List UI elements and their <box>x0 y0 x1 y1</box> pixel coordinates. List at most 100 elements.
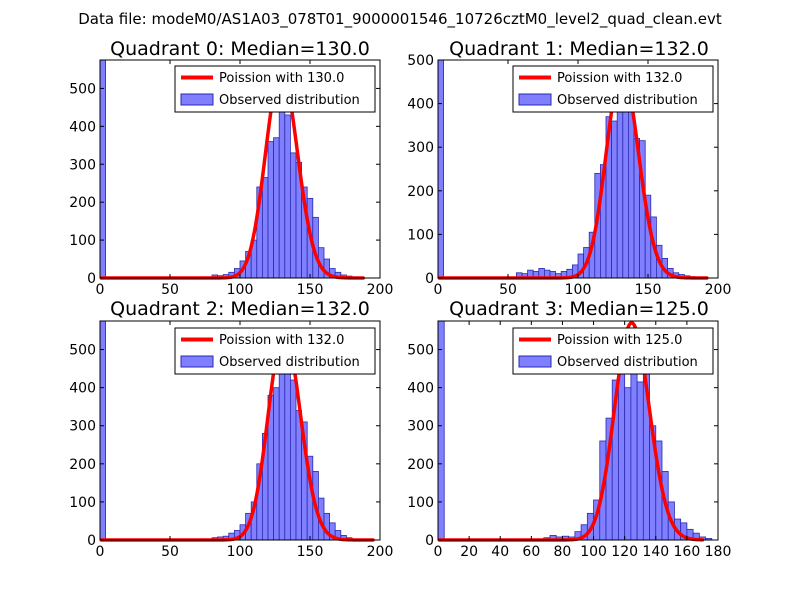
y-tick-label: 300 <box>407 419 434 435</box>
histogram-bar <box>437 59 444 279</box>
y-tick-label: 100 <box>69 495 96 511</box>
histogram-bar <box>636 381 644 541</box>
x-tick-label: 160 <box>674 544 701 560</box>
histogram-bar <box>278 356 286 541</box>
histogram-bar <box>273 137 280 279</box>
y-axis-ticks: 0 100 200 300 400 500 <box>69 343 380 549</box>
subplot-quadrant-0: Quadrant 0: Median=130.0 0 50 100 150 200 0 1… <box>69 38 393 298</box>
y-tick-label: 200 <box>407 184 434 200</box>
histogram-bar <box>99 320 106 541</box>
histogram-bars <box>99 59 358 279</box>
histogram-bar <box>278 95 286 279</box>
subplot-title: Quadrant 0: Median=130.0 <box>110 38 370 60</box>
y-tick-label: 0 <box>425 533 434 549</box>
histogram-bar <box>295 410 302 541</box>
histogram-bar <box>630 360 638 541</box>
x-tick-label: 100 <box>565 282 592 298</box>
x-axis-ticks: 0 20 40 60 80 100 120 140 160 180 <box>434 321 732 560</box>
subplot-quadrant-3: Quadrant 3: Median=125.0 0 20 40 60 80 100 120… <box>407 298 731 560</box>
y-tick-label: 0 <box>425 271 434 287</box>
legend-observed-label: Observed distribution <box>557 355 698 370</box>
x-tick-label: 100 <box>227 544 254 560</box>
legend-observed-swatch <box>180 355 214 368</box>
histogram-bar <box>618 364 626 541</box>
legend-observed-swatch <box>180 93 214 106</box>
x-tick-label: 180 <box>705 544 732 560</box>
y-tick-label: 400 <box>407 381 434 397</box>
y-tick-label: 300 <box>69 419 96 435</box>
y-tick-label: 300 <box>407 140 434 156</box>
x-axis-ticks: 0 50 100 150 200 <box>434 60 732 298</box>
legend-poisson-label: Poission with 130.0 <box>219 71 344 86</box>
x-tick-label: 100 <box>580 544 607 560</box>
plot-frame <box>437 320 719 541</box>
x-tick-label: 200 <box>705 282 732 298</box>
subplot-quadrant-2: Quadrant 2: Median=132.0 0 50 100 150 200 0 1… <box>69 298 393 560</box>
x-tick-label: 0 <box>434 544 443 560</box>
histogram-bar <box>284 364 291 541</box>
histogram-bar <box>624 387 632 541</box>
x-tick-label: 150 <box>297 282 324 298</box>
subplot-quadrant-1: Quadrant 1: Median=132.0 0 50 100 150 200 0 1… <box>407 38 731 298</box>
y-tick-label: 500 <box>69 81 96 97</box>
histogram-bar <box>289 379 297 541</box>
y-tick-label: 100 <box>407 227 434 243</box>
histogram-bar <box>99 59 106 279</box>
legend: Poission with 125.0 Observed distributio… <box>512 327 714 375</box>
y-tick-label: 400 <box>407 97 434 113</box>
legend-observed-swatch <box>518 355 552 368</box>
x-tick-label: 150 <box>635 282 662 298</box>
legend-poisson-label: Poission with 132.0 <box>557 71 682 86</box>
legend-poisson-label: Poission with 125.0 <box>557 333 682 348</box>
x-tick-label: 0 <box>96 544 105 560</box>
legend-poisson-label: Poission with 132.0 <box>219 333 344 348</box>
y-axis-ticks: 0 100 200 300 400 500 <box>69 81 380 287</box>
x-tick-label: 150 <box>297 544 324 560</box>
subplot-title: Quadrant 1: Median=132.0 <box>449 38 709 60</box>
histogram-bar <box>611 120 618 279</box>
x-tick-label: 40 <box>491 544 509 560</box>
legend: Poission with 130.0 Observed distributio… <box>174 65 376 113</box>
y-tick-label: 200 <box>69 457 96 473</box>
x-tick-label: 0 <box>434 282 443 298</box>
y-tick-label: 100 <box>407 495 434 511</box>
x-tick-label: 200 <box>367 544 394 560</box>
y-tick-label: 100 <box>69 233 96 249</box>
subplot-title: Quadrant 2: Median=132.0 <box>110 298 370 320</box>
y-tick-label: 300 <box>69 157 96 173</box>
y-tick-label: 400 <box>69 381 96 397</box>
histogram-bar <box>628 107 635 279</box>
y-tick-label: 500 <box>69 343 96 359</box>
figure-suptitle: Data file: modeM0/AS1A03_078T01_90000015… <box>78 10 722 29</box>
x-tick-label: 140 <box>642 544 669 560</box>
histogram-bar <box>289 152 297 279</box>
histogram-bar <box>284 114 291 279</box>
legend-observed-label: Observed distribution <box>557 93 698 108</box>
x-tick-label: 50 <box>499 282 517 298</box>
y-tick-label: 200 <box>69 195 96 211</box>
x-tick-label: 80 <box>554 544 572 560</box>
legend: Poission with 132.0 Observed distributio… <box>174 327 376 375</box>
x-tick-label: 20 <box>460 544 478 560</box>
y-tick-label: 0 <box>87 271 96 287</box>
legend-observed-label: Observed distribution <box>219 93 360 108</box>
subplot-title: Quadrant 3: Median=125.0 <box>449 298 709 320</box>
x-tick-label: 50 <box>161 282 179 298</box>
x-tick-label: 60 <box>522 544 540 560</box>
histogram-bar <box>273 387 280 541</box>
y-tick-label: 500 <box>407 53 434 69</box>
legend-observed-label: Observed distribution <box>219 355 360 370</box>
histogram-bar <box>437 320 445 541</box>
y-tick-label: 500 <box>407 343 434 359</box>
x-tick-label: 200 <box>367 282 394 298</box>
legend: Poission with 132.0 Observed distributio… <box>512 65 714 113</box>
x-tick-label: 0 <box>96 282 105 298</box>
y-tick-label: 200 <box>407 457 434 473</box>
histogram-bar <box>261 177 269 279</box>
y-tick-label: 400 <box>69 119 96 135</box>
y-axis-ticks: 0 100 200 300 400 500 <box>407 53 718 287</box>
x-tick-label: 100 <box>227 282 254 298</box>
x-axis-ticks: 0 50 100 150 200 <box>96 321 394 560</box>
x-tick-label: 120 <box>611 544 638 560</box>
